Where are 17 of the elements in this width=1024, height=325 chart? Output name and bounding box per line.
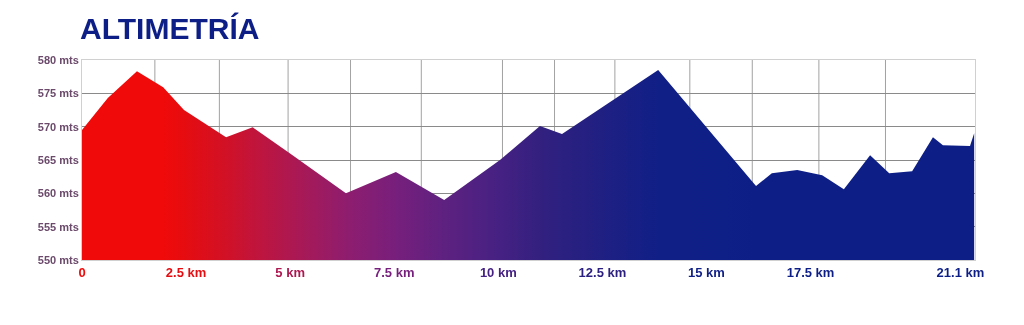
y-tick-label: 570 mts [37, 120, 79, 133]
x-tick-label: 10 km [479, 264, 517, 280]
x-tick-label: 15 km [688, 264, 725, 280]
x-tick-label: 5 km [275, 264, 305, 280]
x-tick-label: 0 [78, 264, 86, 280]
x-tick-label: 21.1 km [936, 264, 985, 280]
y-tick-label: 560 mts [37, 187, 79, 200]
y-tick-label: 555 mts [37, 220, 79, 233]
x-tick-label: 2.5 km [165, 264, 207, 280]
x-tick-label: 17.5 km [786, 264, 835, 280]
y-tick-label: 580 mts [37, 53, 79, 66]
y-tick-label: 565 mts [37, 153, 79, 166]
y-tick-label: 575 mts [37, 87, 79, 100]
x-tick-label: 7.5 km [374, 264, 415, 280]
y-tick-label: 550 mts [37, 253, 79, 266]
x-tick-label: 12.5 km [578, 264, 627, 280]
chart-title: ALTIMETRÍA [80, 11, 260, 45]
